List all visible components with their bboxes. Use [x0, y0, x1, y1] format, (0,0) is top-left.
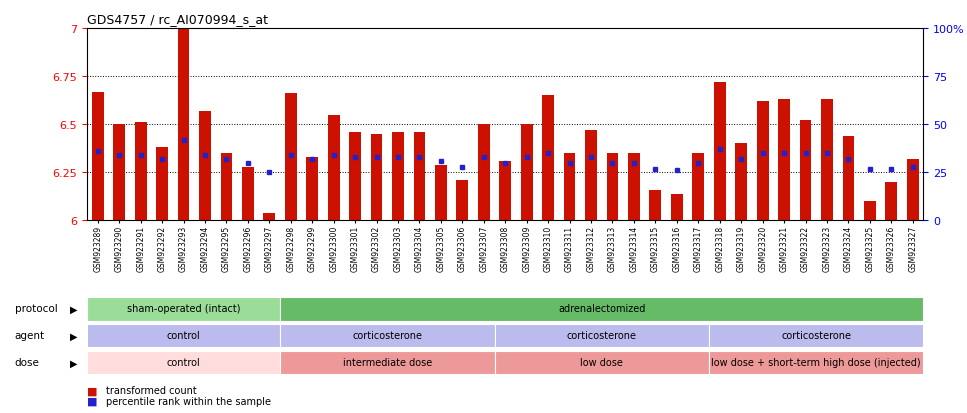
Bar	[157, 148, 168, 221]
Bar	[494, 351, 709, 375]
Bar	[671, 194, 683, 221]
Bar	[456, 180, 468, 221]
Bar	[113, 125, 125, 221]
Bar	[134, 123, 147, 221]
Bar	[886, 183, 897, 221]
Bar	[393, 133, 404, 221]
Bar	[864, 202, 876, 221]
Bar	[821, 100, 833, 221]
Bar	[370, 135, 383, 221]
Bar	[478, 125, 489, 221]
Bar	[714, 83, 725, 221]
Bar	[709, 351, 923, 375]
Text: ▶: ▶	[70, 330, 77, 341]
Bar	[709, 324, 923, 348]
Bar	[564, 154, 575, 221]
Bar	[692, 154, 704, 221]
Text: low dose + short-term high dose (injected): low dose + short-term high dose (injecte…	[712, 357, 921, 368]
Bar	[628, 154, 640, 221]
Bar	[494, 324, 709, 348]
Bar	[735, 144, 747, 221]
Bar	[585, 131, 597, 221]
Text: intermediate dose: intermediate dose	[342, 357, 432, 368]
Bar	[650, 190, 661, 221]
Text: corticosterone: corticosterone	[567, 330, 637, 341]
Bar	[280, 297, 923, 321]
Bar	[542, 96, 554, 221]
Bar	[606, 154, 618, 221]
Bar	[907, 159, 919, 221]
Text: percentile rank within the sample: percentile rank within the sample	[106, 396, 272, 406]
Text: transformed count: transformed count	[106, 385, 197, 395]
Text: agent: agent	[15, 330, 44, 341]
Bar	[307, 158, 318, 221]
Text: GDS4757 / rc_AI070994_s_at: GDS4757 / rc_AI070994_s_at	[87, 13, 268, 26]
Bar	[87, 297, 280, 321]
Bar	[242, 167, 253, 221]
Bar	[220, 154, 232, 221]
Bar	[521, 125, 533, 221]
Text: dose: dose	[15, 357, 40, 368]
Text: ▶: ▶	[70, 357, 77, 368]
Bar	[87, 324, 280, 348]
Bar	[349, 133, 361, 221]
Bar	[842, 136, 854, 221]
Text: corticosterone: corticosterone	[352, 330, 423, 341]
Text: control: control	[166, 357, 200, 368]
Bar	[499, 161, 512, 221]
Bar	[414, 133, 425, 221]
Text: ▶: ▶	[70, 304, 77, 314]
Text: corticosterone: corticosterone	[781, 330, 851, 341]
Bar	[800, 121, 811, 221]
Bar	[328, 115, 339, 221]
Text: control: control	[166, 330, 200, 341]
Bar	[778, 100, 790, 221]
Bar	[87, 351, 280, 375]
Bar	[280, 351, 494, 375]
Text: sham-operated (intact): sham-operated (intact)	[127, 304, 240, 314]
Bar	[178, 29, 190, 221]
Bar	[92, 92, 103, 221]
Bar	[435, 165, 447, 221]
Bar	[280, 324, 494, 348]
Text: adrenalectomized: adrenalectomized	[558, 304, 645, 314]
Text: ■: ■	[87, 396, 98, 406]
Text: low dose: low dose	[580, 357, 623, 368]
Bar	[757, 102, 769, 221]
Text: protocol: protocol	[15, 304, 57, 314]
Text: ■: ■	[87, 385, 98, 395]
Bar	[285, 94, 297, 221]
Bar	[199, 112, 211, 221]
Bar	[263, 213, 276, 221]
